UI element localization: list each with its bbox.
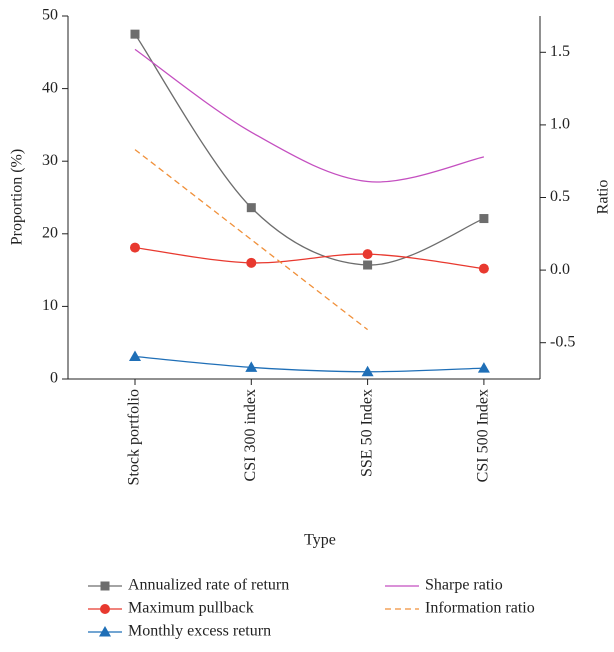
y-tick-label: 40 — [42, 79, 58, 96]
y-tick-label: 30 — [42, 152, 58, 169]
series-line — [134, 149, 368, 331]
series-line — [134, 246, 484, 270]
legend-marker — [100, 604, 110, 614]
point — [479, 214, 489, 224]
y-tick-label: 0 — [50, 370, 58, 387]
point — [245, 361, 258, 372]
y2-tick-label: -0.5 — [550, 333, 575, 350]
point — [361, 365, 374, 377]
point — [363, 260, 373, 270]
series-line — [134, 33, 485, 266]
point — [362, 249, 373, 260]
point — [478, 263, 489, 274]
point — [246, 257, 257, 268]
legend-marker — [99, 626, 111, 637]
x-axis-label: Type — [304, 532, 336, 549]
y2-tick-label: 1.0 — [550, 116, 570, 133]
point — [246, 203, 256, 213]
y-tick-label: 20 — [42, 224, 58, 241]
point — [129, 350, 141, 361]
y-axis-label: Proportion (%) — [9, 149, 26, 245]
x-tick-label: SSE 50 Index — [358, 389, 375, 477]
legend-label: Annualized rate of return — [128, 577, 289, 594]
series-line — [134, 48, 485, 183]
legend-label: Maximum pullback — [128, 600, 254, 617]
x-tick-label: Stock portfolio — [126, 389, 143, 485]
point — [130, 242, 140, 253]
series-line — [134, 355, 484, 373]
y2-axis-label: Ratio — [595, 180, 612, 215]
legend-label: Sharpe ratio — [425, 577, 503, 594]
legend-label: Information ratio — [425, 600, 535, 617]
legend-label: Monthly excess return — [128, 623, 271, 640]
point — [477, 362, 490, 373]
legend-marker — [100, 581, 110, 591]
y2-tick-label: 1.5 — [550, 43, 570, 60]
point — [130, 29, 140, 39]
y2-tick-label: 0.5 — [550, 188, 570, 205]
x-tick-label: CSI 500 Index — [475, 389, 492, 482]
y-tick-label: 50 — [42, 7, 58, 24]
y2-tick-label: 0.0 — [550, 261, 570, 278]
y-tick-label: 10 — [42, 297, 58, 314]
x-tick-label: CSI 300 index — [242, 389, 259, 481]
